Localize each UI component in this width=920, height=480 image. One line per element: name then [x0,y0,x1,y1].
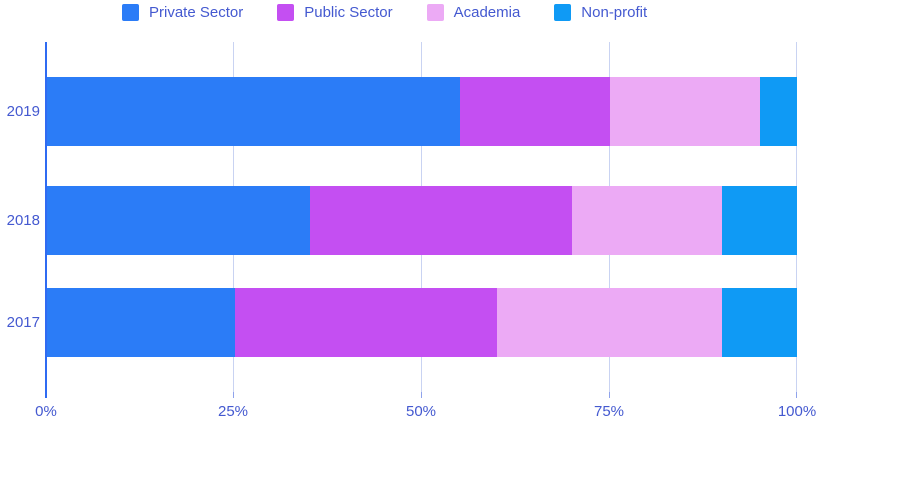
bar-row-2019 [47,77,797,146]
bar-segment-2019-private-sector[interactable] [47,77,460,146]
category-label-2018: 2018 [6,212,40,229]
bar-segment-2018-public-sector[interactable] [309,186,572,255]
category-label-2017: 2017 [6,314,40,331]
bar-segment-2017-non-profit[interactable] [722,288,797,357]
bar-segment-2017-public-sector[interactable] [234,288,497,357]
bar-segment-2019-non-profit[interactable] [759,77,797,146]
bar-segment-2018-private-sector[interactable] [47,186,310,255]
bar-segment-2017-academia[interactable] [497,288,722,357]
bar-row-2017 [47,288,797,357]
x-tick-label-100: 100% [777,403,817,420]
legend-item-academia[interactable]: Academia [426,4,521,21]
bar-segment-2018-non-profit[interactable] [722,186,797,255]
legend-swatch-private-sector-icon [122,4,139,21]
bar-segment-2019-academia[interactable] [609,77,760,146]
legend-label-private-sector: Private Sector [149,4,244,21]
legend-item-private-sector[interactable]: Private Sector [122,4,243,21]
legend-item-public-sector[interactable]: Public Sector [277,4,393,21]
bar-segment-2017-private-sector[interactable] [47,288,235,357]
axis-tick-50 [421,392,422,398]
chart-legend: Private Sector Public Sector Academia No… [122,4,647,21]
x-tick-label-50: 50% [405,403,437,420]
bar-row-2018 [47,186,797,255]
axis-tick-75 [609,392,610,398]
y-axis-line [45,42,47,398]
bar-segment-2019-public-sector[interactable] [459,77,610,146]
x-tick-label-0: 0% [35,403,57,420]
axis-tick-100 [796,392,797,398]
category-label-2019: 2019 [6,103,40,120]
legend-label-non-profit: Non-profit [581,4,648,21]
legend-swatch-academia-icon [426,4,444,21]
x-tick-label-25: 25% [217,403,249,420]
legend-swatch-public-sector-icon [277,4,295,21]
legend-label-academia: Academia [453,4,521,21]
legend-swatch-non-profit-icon [554,4,572,21]
bars-container [47,0,797,480]
legend-label-public-sector: Public Sector [304,4,393,21]
bar-segment-2018-academia[interactable] [572,186,722,255]
axis-tick-25 [233,392,234,398]
legend-item-non-profit[interactable]: Non-profit [554,4,647,21]
x-tick-label-75: 75% [593,403,625,420]
